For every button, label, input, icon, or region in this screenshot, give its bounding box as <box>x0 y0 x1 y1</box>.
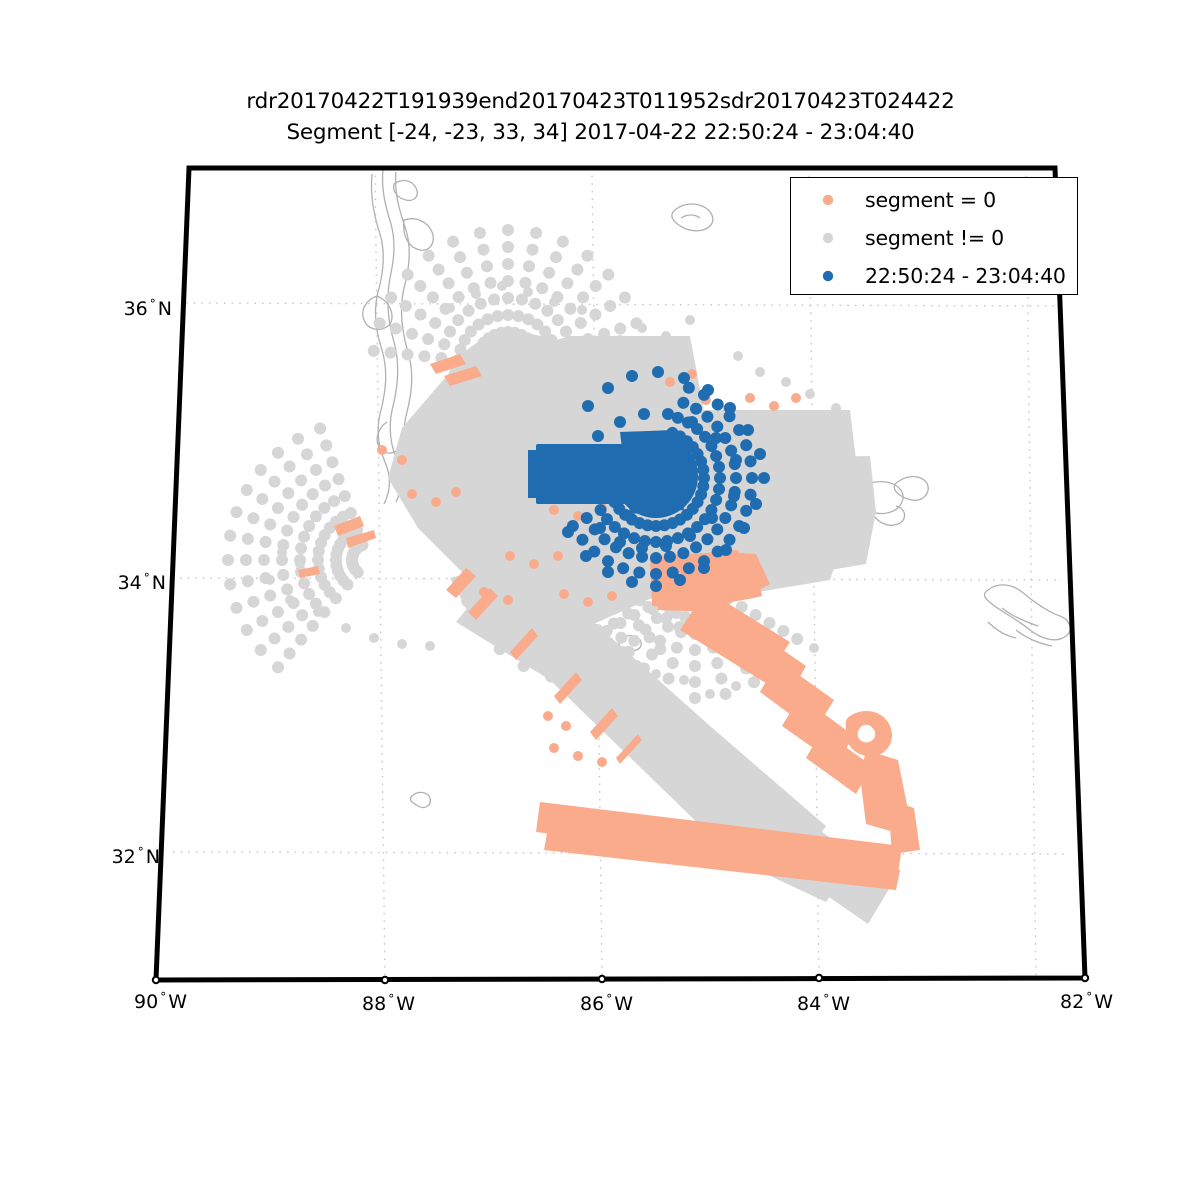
lat-tick-36N: 36 ° N <box>123 297 172 320</box>
lon-tick-86W: 86 ° W <box>580 992 633 1015</box>
lon-tick-88W: 88 ° W <box>362 992 415 1015</box>
legend-entry-highlight: 22:50:24 - 23:04:40 <box>791 257 1077 295</box>
title-line-2: Segment [-24, -23, 33, 34] 2017-04-22 22… <box>286 120 915 145</box>
lon-tick-82W: 82 ° W <box>1060 990 1113 1013</box>
point-marker-gray-icon <box>809 231 847 245</box>
legend-entry-segment-zero: segment = 0 <box>791 181 1077 219</box>
lat-tick-34N: 34 ° N <box>117 571 166 594</box>
legend-label-highlight: 22:50:24 - 23:04:40 <box>865 264 1066 288</box>
figure-title: rdr20170422T191939end20170423T011952sdr2… <box>0 86 1201 148</box>
blue-spoke-tips <box>562 366 770 592</box>
lon-tick-90W: 90 ° W <box>134 990 187 1013</box>
legend-box: segment = 0 segment != 0 22:50:24 - 23:0… <box>790 177 1078 295</box>
lon-tick-84W: 84 ° W <box>797 992 850 1015</box>
data-series-segment-zero <box>298 354 920 890</box>
legend-entry-segment-nonzero: segment != 0 <box>791 219 1077 257</box>
lat-tick-32N: 32 ° N <box>111 845 160 868</box>
frame-ticks <box>151 973 1090 985</box>
data-series-highlight <box>528 366 770 592</box>
map-plot-area <box>150 160 1095 990</box>
legend-label-segment-nonzero: segment != 0 <box>865 226 1004 250</box>
title-line-1: rdr20170422T191939end20170423T011952sdr2… <box>246 89 955 114</box>
point-marker-blue-icon <box>809 269 847 283</box>
point-marker-salmon-icon <box>809 193 847 207</box>
legend-label-segment-zero: segment = 0 <box>865 188 996 212</box>
